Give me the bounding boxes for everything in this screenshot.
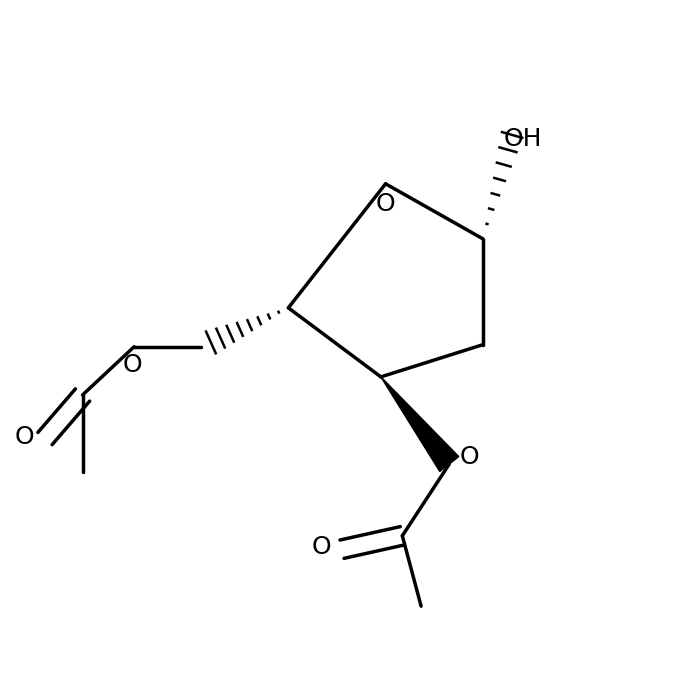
Text: O: O	[15, 425, 35, 449]
Polygon shape	[381, 377, 459, 471]
Text: OH: OH	[504, 127, 542, 151]
Text: O: O	[123, 354, 143, 377]
Text: O: O	[376, 192, 395, 216]
Text: O: O	[312, 535, 332, 558]
Text: O: O	[460, 445, 479, 469]
